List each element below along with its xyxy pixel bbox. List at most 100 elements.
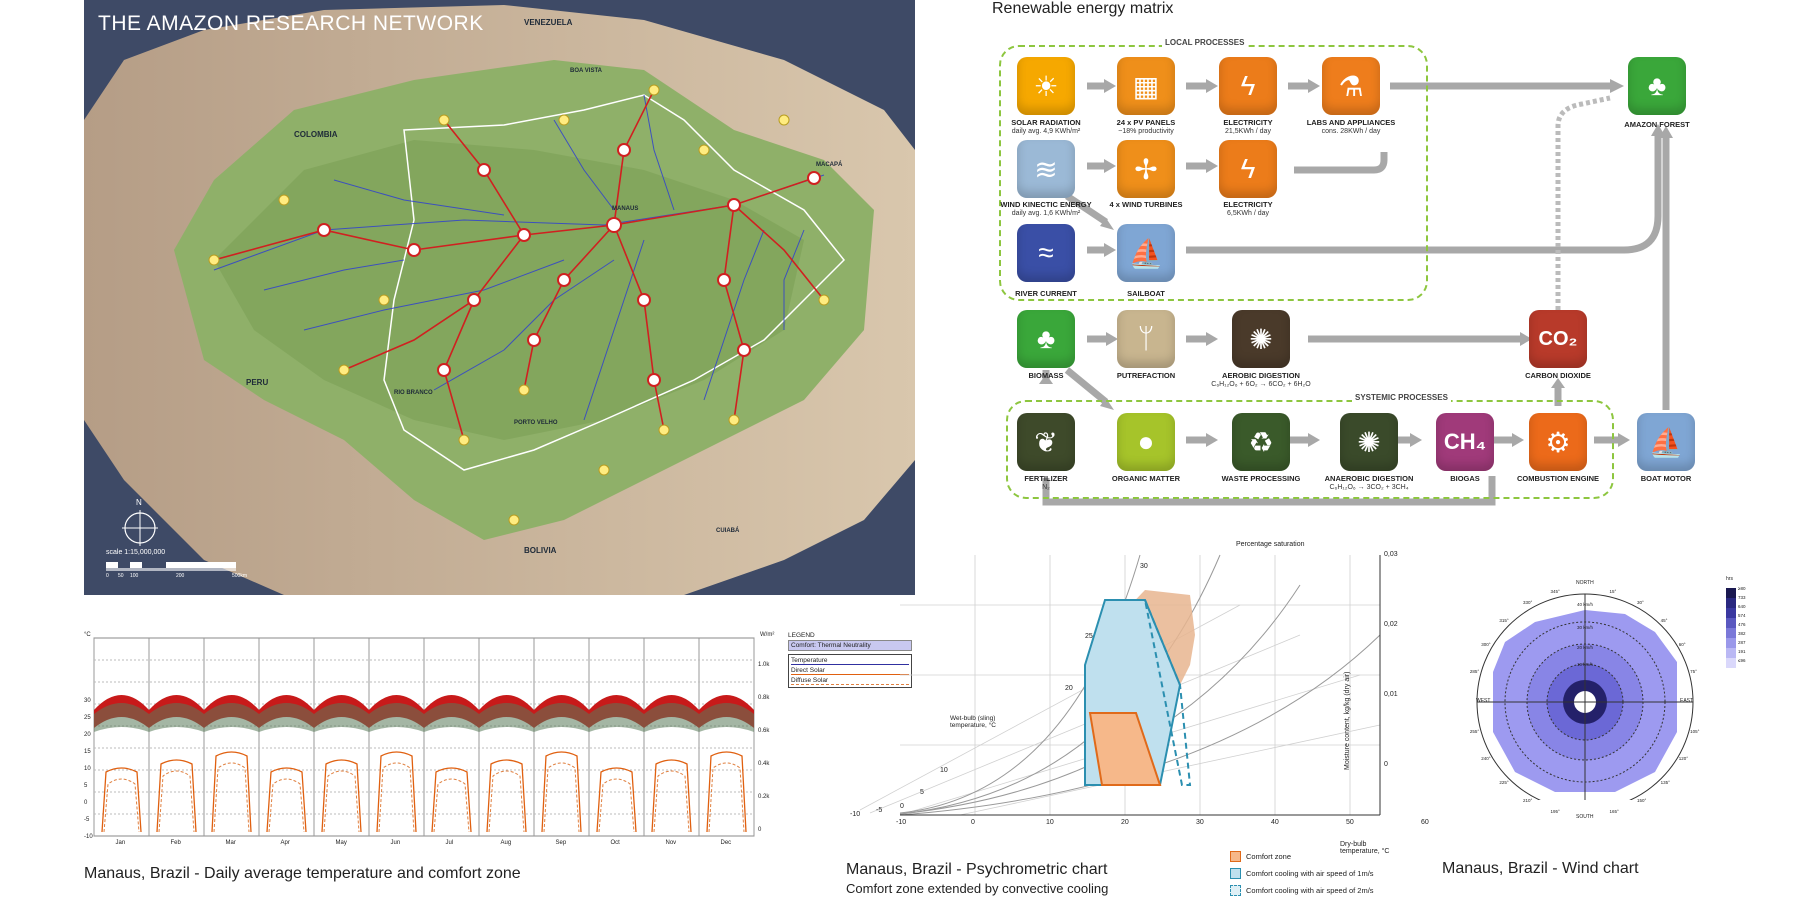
psych-y-tick: 0 [1384,761,1388,768]
aerobic-digestion-tile: ✺ [1232,310,1290,368]
direct-solar-curve [321,759,362,833]
wind-ring-label: 20 km/h [1577,645,1594,650]
sailboat-tile: ⛵ [1117,224,1175,282]
country-label-venezuela: VENEZUELA [524,18,573,27]
percentage-saturation-label: Percentage saturation [1236,541,1305,548]
psych-subcaption: Comfort zone extended by convective cool… [846,881,1109,896]
electricity-tile-1: ϟ [1219,57,1277,115]
aerobic-digestion-label: AEROBIC DIGESTION [1222,371,1300,380]
wind-angle-label: 150° [1637,797,1647,803]
scale-tick-200: 200 [176,573,185,579]
temperature-chart: °C W/m² 30 25 20 15 10 5 0 -5 -10 1.0k 0.8k 0.6k 0.… [84,632,914,882]
direct-solar-curve [156,759,197,833]
wind-angle-label: 210° [1523,797,1533,803]
pv-panel-icon: ▦ [1132,70,1160,102]
scale-label: scale 1:15,000,000 [106,549,166,556]
lowland-forest [214,140,804,440]
compass-rose [122,510,158,546]
wind-scale-value: 640 [1738,604,1746,609]
wind-angle-label: 285° [1469,669,1480,675]
month-label: Jan [115,840,126,846]
carbon-dioxide-tile: CO₂ [1529,310,1587,368]
boat-motor-tile: ⛵ [1637,413,1695,471]
anaerobic-digestion-tile: ✺ [1340,413,1398,471]
legend-swatch-comfort [1230,851,1241,862]
wet-bulb-label: Wet-bulb (sling) temperature, °C [950,715,996,729]
electricity-tile-2: ϟ [1219,140,1277,198]
psych-wetbulb-tick: 25 [1085,633,1093,640]
aerobic-digestion-sub: C₆H₁₂O₆ + 6O₂ → 6CO₂ + 6H₂O [1211,381,1311,388]
psych-wetbulb-tick: 0 [900,803,904,810]
comfort-zone-2ms [1144,599,1192,786]
country-label-colombia: COLOMBIA [294,130,338,139]
wind-angle-label: 30° [1637,600,1644,606]
direct-solar-curve [706,751,747,833]
wind-scale-value: 191 [1738,649,1746,654]
wind-angle-label: 105° [1690,728,1700,734]
wind-caption: Manaus, Brazil - Wind chart [1442,860,1639,877]
fertilizer-tile: ❦ [1017,413,1075,471]
pv-panels-tile: ▦ [1117,57,1175,115]
biogas-label: BIOGAS [1450,474,1480,483]
city-label-rio-branco: RIO BRANCO [394,390,433,396]
lightning-icon: ϟ [1240,153,1256,184]
lightning-icon: ϟ [1240,70,1256,101]
diffuse-solar-curve [158,770,195,833]
temperature-range [699,703,754,732]
temperature-range [204,703,259,732]
biogas-tile: CH₄ [1436,413,1494,471]
network-nodes [208,84,830,526]
month-label: Mar [225,840,236,846]
wind-south-label: SOUTH [1576,814,1594,820]
psych-y-tick: 0,03 [1384,551,1398,558]
legend-diffuse-solar: Diffuse Solar [791,677,909,685]
direct-solar-curve [101,767,142,833]
direct-solar-curve [651,759,692,833]
left-axis-unit: °C [84,632,91,638]
tree-icon: ♣ [1036,323,1056,354]
country-label-bolivia: BOLIVIA [524,546,557,555]
wind-scale-value: 476 [1738,622,1746,627]
right-axis-unit: W/m² [760,632,775,638]
scale-tick-100: 100 [130,573,139,579]
biomass-tile: ♣ [1017,310,1075,368]
psych-x-tick: 30 [1196,819,1204,826]
waste-processing-label: WASTE PROCESSING [1221,474,1301,483]
psych-x-tick: 60 [1421,819,1429,826]
solar-radiation-tile: ☀ [1017,57,1075,115]
psychrometric-chart: Percentage saturation Wet-bulb (sling) t… [840,541,1429,900]
dry-bulb-label: Dry-bulb temperature, °C [1340,841,1390,855]
carbon-dioxide-label: CARBON DIOXIDE [1525,371,1591,380]
labs-label: LABS AND APPLIANCES [1306,118,1396,127]
river-current-label: RIVER CURRENT [1015,289,1077,298]
wind-energy-label: WIND KINECTIC ENERGY [1000,200,1092,209]
left-tick-label: 20 [84,732,91,738]
psych-y-tick: 0,02 [1384,621,1398,628]
electricity-label-2: ELECTRICITY [1223,200,1273,209]
wind-angle-label: 255° [1469,728,1480,734]
wind-ring-label: 30 km/h [1577,625,1594,630]
recycle-icon: ♻ [1248,426,1274,458]
direct-solar-curve [541,751,582,833]
energy-title: Renewable energy matrix [992,0,1174,17]
right-tick-label: 1.0k [758,662,770,668]
wind-angle-label: 240° [1481,756,1491,761]
waste-processing-tile: ♻ [1232,413,1290,471]
psych-wetbulb-tick: 20 [1065,685,1073,692]
combustion-engine-tile: ⚙ [1529,413,1587,471]
legend-swatch-2ms [1230,885,1241,896]
moisture-content-label: Moisture content, kg/kg (dry air) [1344,671,1351,770]
temperature-range [94,703,149,732]
direct-solar-curve [596,767,637,833]
left-tick-label: 25 [84,715,91,721]
city-label-boa-vista: BOA VISTA [570,68,603,74]
country-label-peru: PERU [246,378,269,387]
month-label: Apr [280,840,290,846]
wind-energy-tile: ≋ [1017,140,1075,198]
psych-x-tick: 20 [1121,819,1129,826]
temperature-range [534,703,589,732]
month-label: Sep [555,840,567,846]
tree-icon: ♣ [1647,70,1667,101]
scale-tick-50: 50 [118,573,124,579]
temperature-range [479,703,534,732]
